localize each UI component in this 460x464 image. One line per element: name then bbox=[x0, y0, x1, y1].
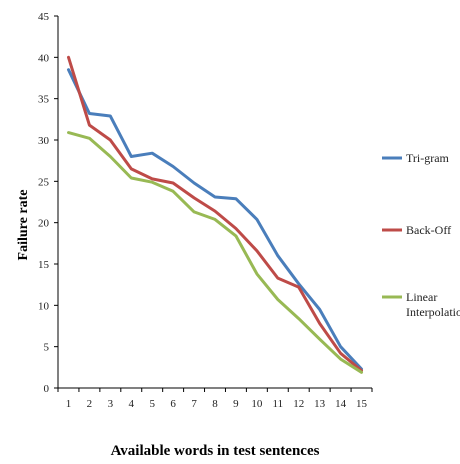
y-tick-label: 10 bbox=[38, 300, 50, 312]
x-tick-label: 4 bbox=[129, 398, 135, 410]
series-line-tri-gram bbox=[67, 68, 363, 371]
x-tick-label: 12 bbox=[293, 398, 304, 410]
x-tick-label: 5 bbox=[149, 398, 155, 410]
legend-label: Tri-gram bbox=[406, 151, 450, 165]
x-tick-label: 2 bbox=[87, 398, 93, 410]
legend-label: Back-Off bbox=[406, 223, 451, 237]
x-tick-label: 1 bbox=[66, 398, 72, 410]
y-tick-label: 45 bbox=[38, 11, 50, 23]
legend: Tri-gram Back-Off LinearInterpolation bbox=[382, 151, 460, 319]
legend-item-linear-interpolation: LinearInterpolation bbox=[382, 290, 460, 319]
x-tick-label: 9 bbox=[233, 398, 239, 410]
x-tick-label: 7 bbox=[191, 398, 197, 410]
x-tick-label: 13 bbox=[314, 398, 326, 410]
legend-item-tri-gram: Tri-gram bbox=[382, 151, 450, 165]
y-tick-label: 30 bbox=[38, 135, 50, 147]
y-tick-label: 25 bbox=[38, 176, 50, 188]
series-line-back-off bbox=[67, 55, 363, 373]
legend-label: LinearInterpolation bbox=[406, 290, 460, 319]
y-tick-label: 40 bbox=[38, 52, 50, 64]
x-tick-label: 10 bbox=[251, 398, 263, 410]
x-tick-label: 6 bbox=[170, 398, 176, 410]
x-axis-ticks: 1 2 3 4 5 6 7 8 9 10 11 12 13 14 15 bbox=[57, 388, 373, 410]
x-tick-label: 11 bbox=[273, 398, 284, 410]
x-axis-title: Available words in test sentences bbox=[111, 443, 320, 459]
y-tick-label: 0 bbox=[44, 383, 50, 395]
series-lines bbox=[67, 55, 363, 374]
x-tick-label: 3 bbox=[108, 398, 114, 410]
x-tick-label: 8 bbox=[212, 398, 218, 410]
x-tick-label: 14 bbox=[335, 398, 347, 410]
y-axis-title: Failure rate bbox=[16, 190, 31, 261]
y-tick-label: 5 bbox=[44, 342, 50, 354]
legend-item-back-off: Back-Off bbox=[382, 223, 451, 237]
y-tick-label: 15 bbox=[38, 259, 50, 271]
y-tick-label: 20 bbox=[38, 218, 50, 230]
y-tick-label: 35 bbox=[38, 94, 50, 106]
series-line-linear-interpolation bbox=[67, 131, 363, 374]
x-tick-label: 15 bbox=[356, 398, 368, 410]
y-axis-ticks: 0 5 10 15 20 25 30 35 40 45 bbox=[38, 11, 58, 395]
